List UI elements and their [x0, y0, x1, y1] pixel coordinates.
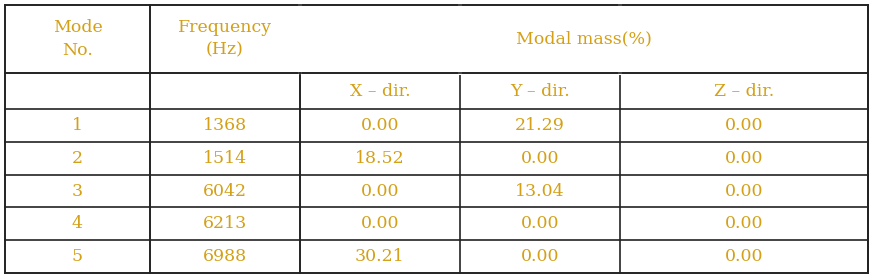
Text: Mode
No.: Mode No.	[52, 19, 102, 59]
Text: 0.00: 0.00	[725, 248, 763, 265]
Text: Frequency
(Hz): Frequency (Hz)	[178, 19, 272, 59]
Text: 1514: 1514	[203, 150, 247, 167]
Text: 0.00: 0.00	[521, 150, 560, 167]
Text: 0.00: 0.00	[521, 248, 560, 265]
Text: 0.00: 0.00	[361, 215, 399, 232]
Text: 0.00: 0.00	[521, 215, 560, 232]
Text: Modal mass(%): Modal mass(%)	[516, 31, 652, 48]
Text: 13.04: 13.04	[515, 182, 565, 200]
Text: 6988: 6988	[203, 248, 247, 265]
Text: 0.00: 0.00	[361, 182, 399, 200]
Text: 1: 1	[72, 117, 83, 134]
Text: 2: 2	[72, 150, 83, 167]
Text: 1368: 1368	[203, 117, 247, 134]
Text: 6042: 6042	[203, 182, 247, 200]
Text: 4: 4	[72, 215, 83, 232]
Text: 6213: 6213	[203, 215, 247, 232]
Text: Z – dir.: Z – dir.	[714, 83, 774, 100]
Text: 0.00: 0.00	[725, 150, 763, 167]
Text: 3: 3	[72, 182, 83, 200]
Text: 21.29: 21.29	[515, 117, 565, 134]
Text: 0.00: 0.00	[725, 117, 763, 134]
Text: Y – dir.: Y – dir.	[510, 83, 570, 100]
Text: X – dir.: X – dir.	[350, 83, 410, 100]
Text: 0.00: 0.00	[725, 215, 763, 232]
Text: 0.00: 0.00	[725, 182, 763, 200]
Text: 18.52: 18.52	[355, 150, 405, 167]
Text: 0.00: 0.00	[361, 117, 399, 134]
Text: 5: 5	[72, 248, 83, 265]
Text: 30.21: 30.21	[355, 248, 405, 265]
